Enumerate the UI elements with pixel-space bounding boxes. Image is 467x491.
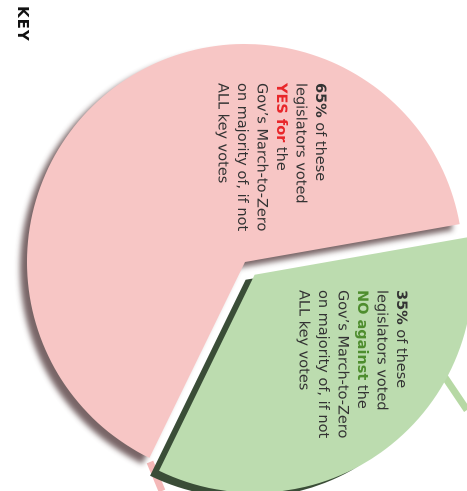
label-yes-line-4: on majority of, if not (234, 83, 250, 231)
label-yes-line-1: legislators voted (293, 83, 309, 204)
label-yes-line-3: Gov’s March-to-Zero (254, 83, 270, 231)
label-yes-line-2: YES for the (273, 82, 289, 171)
label-no-line-1: legislators voted (374, 290, 390, 411)
pie-slice-yes (26, 44, 460, 458)
key-label: KEY (14, 6, 32, 42)
label-no-line-4: on majority of, if not (315, 290, 331, 438)
label-yes-line-5: ALL key votes (215, 83, 231, 183)
pie-slice-no (159, 237, 467, 491)
label-no-line-5: ALL key votes (296, 290, 312, 390)
label-no-line-2: NO against the (354, 290, 370, 409)
label-yes-line-0: 65% of these (312, 83, 328, 181)
label-no-line-3: Gov’s March-to-Zero (335, 290, 351, 438)
label-no-line-0: 35% of these (393, 290, 409, 388)
